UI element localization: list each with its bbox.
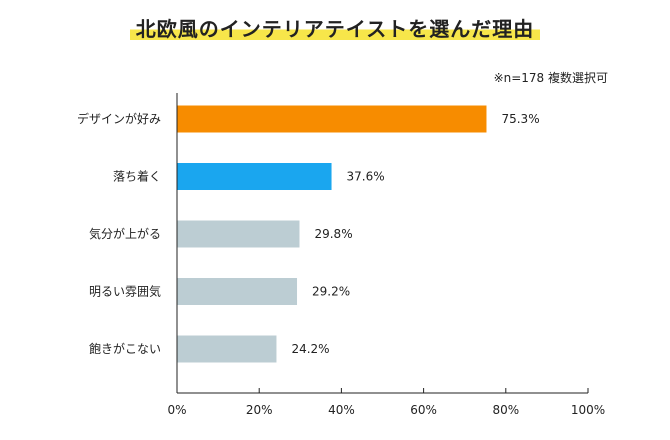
category-label: 気分が上がる	[89, 226, 161, 241]
x-tick-label: 100%	[571, 403, 605, 417]
value-label: 24.2%	[291, 342, 329, 356]
value-label: 75.3%	[501, 112, 539, 126]
x-tick-label: 0%	[167, 403, 186, 417]
title-wrap: 北欧風のインテリアテイストを選んだ理由	[0, 16, 670, 42]
value-label: 29.2%	[312, 285, 350, 299]
value-label: 29.8%	[314, 227, 352, 241]
category-label: 落ち着く	[113, 169, 161, 184]
x-tick-label: 40%	[328, 403, 355, 417]
bar	[177, 105, 487, 133]
x-tick-label: 80%	[492, 403, 519, 417]
bar	[177, 220, 300, 248]
bar	[177, 335, 277, 363]
chart-title: 北欧風のインテリアテイストを選んだ理由	[129, 16, 541, 42]
value-label: 37.6%	[347, 170, 385, 184]
category-label: 明るい雰囲気	[89, 284, 161, 299]
x-tick-label: 60%	[410, 403, 437, 417]
category-label: 飽きがこない	[89, 341, 161, 356]
bar	[177, 278, 298, 305]
x-tick-label: 20%	[246, 403, 273, 417]
sample-note: ※n=178 複数選択可	[493, 71, 608, 85]
bar	[177, 163, 332, 190]
category-label: デザインが好み	[77, 111, 161, 126]
